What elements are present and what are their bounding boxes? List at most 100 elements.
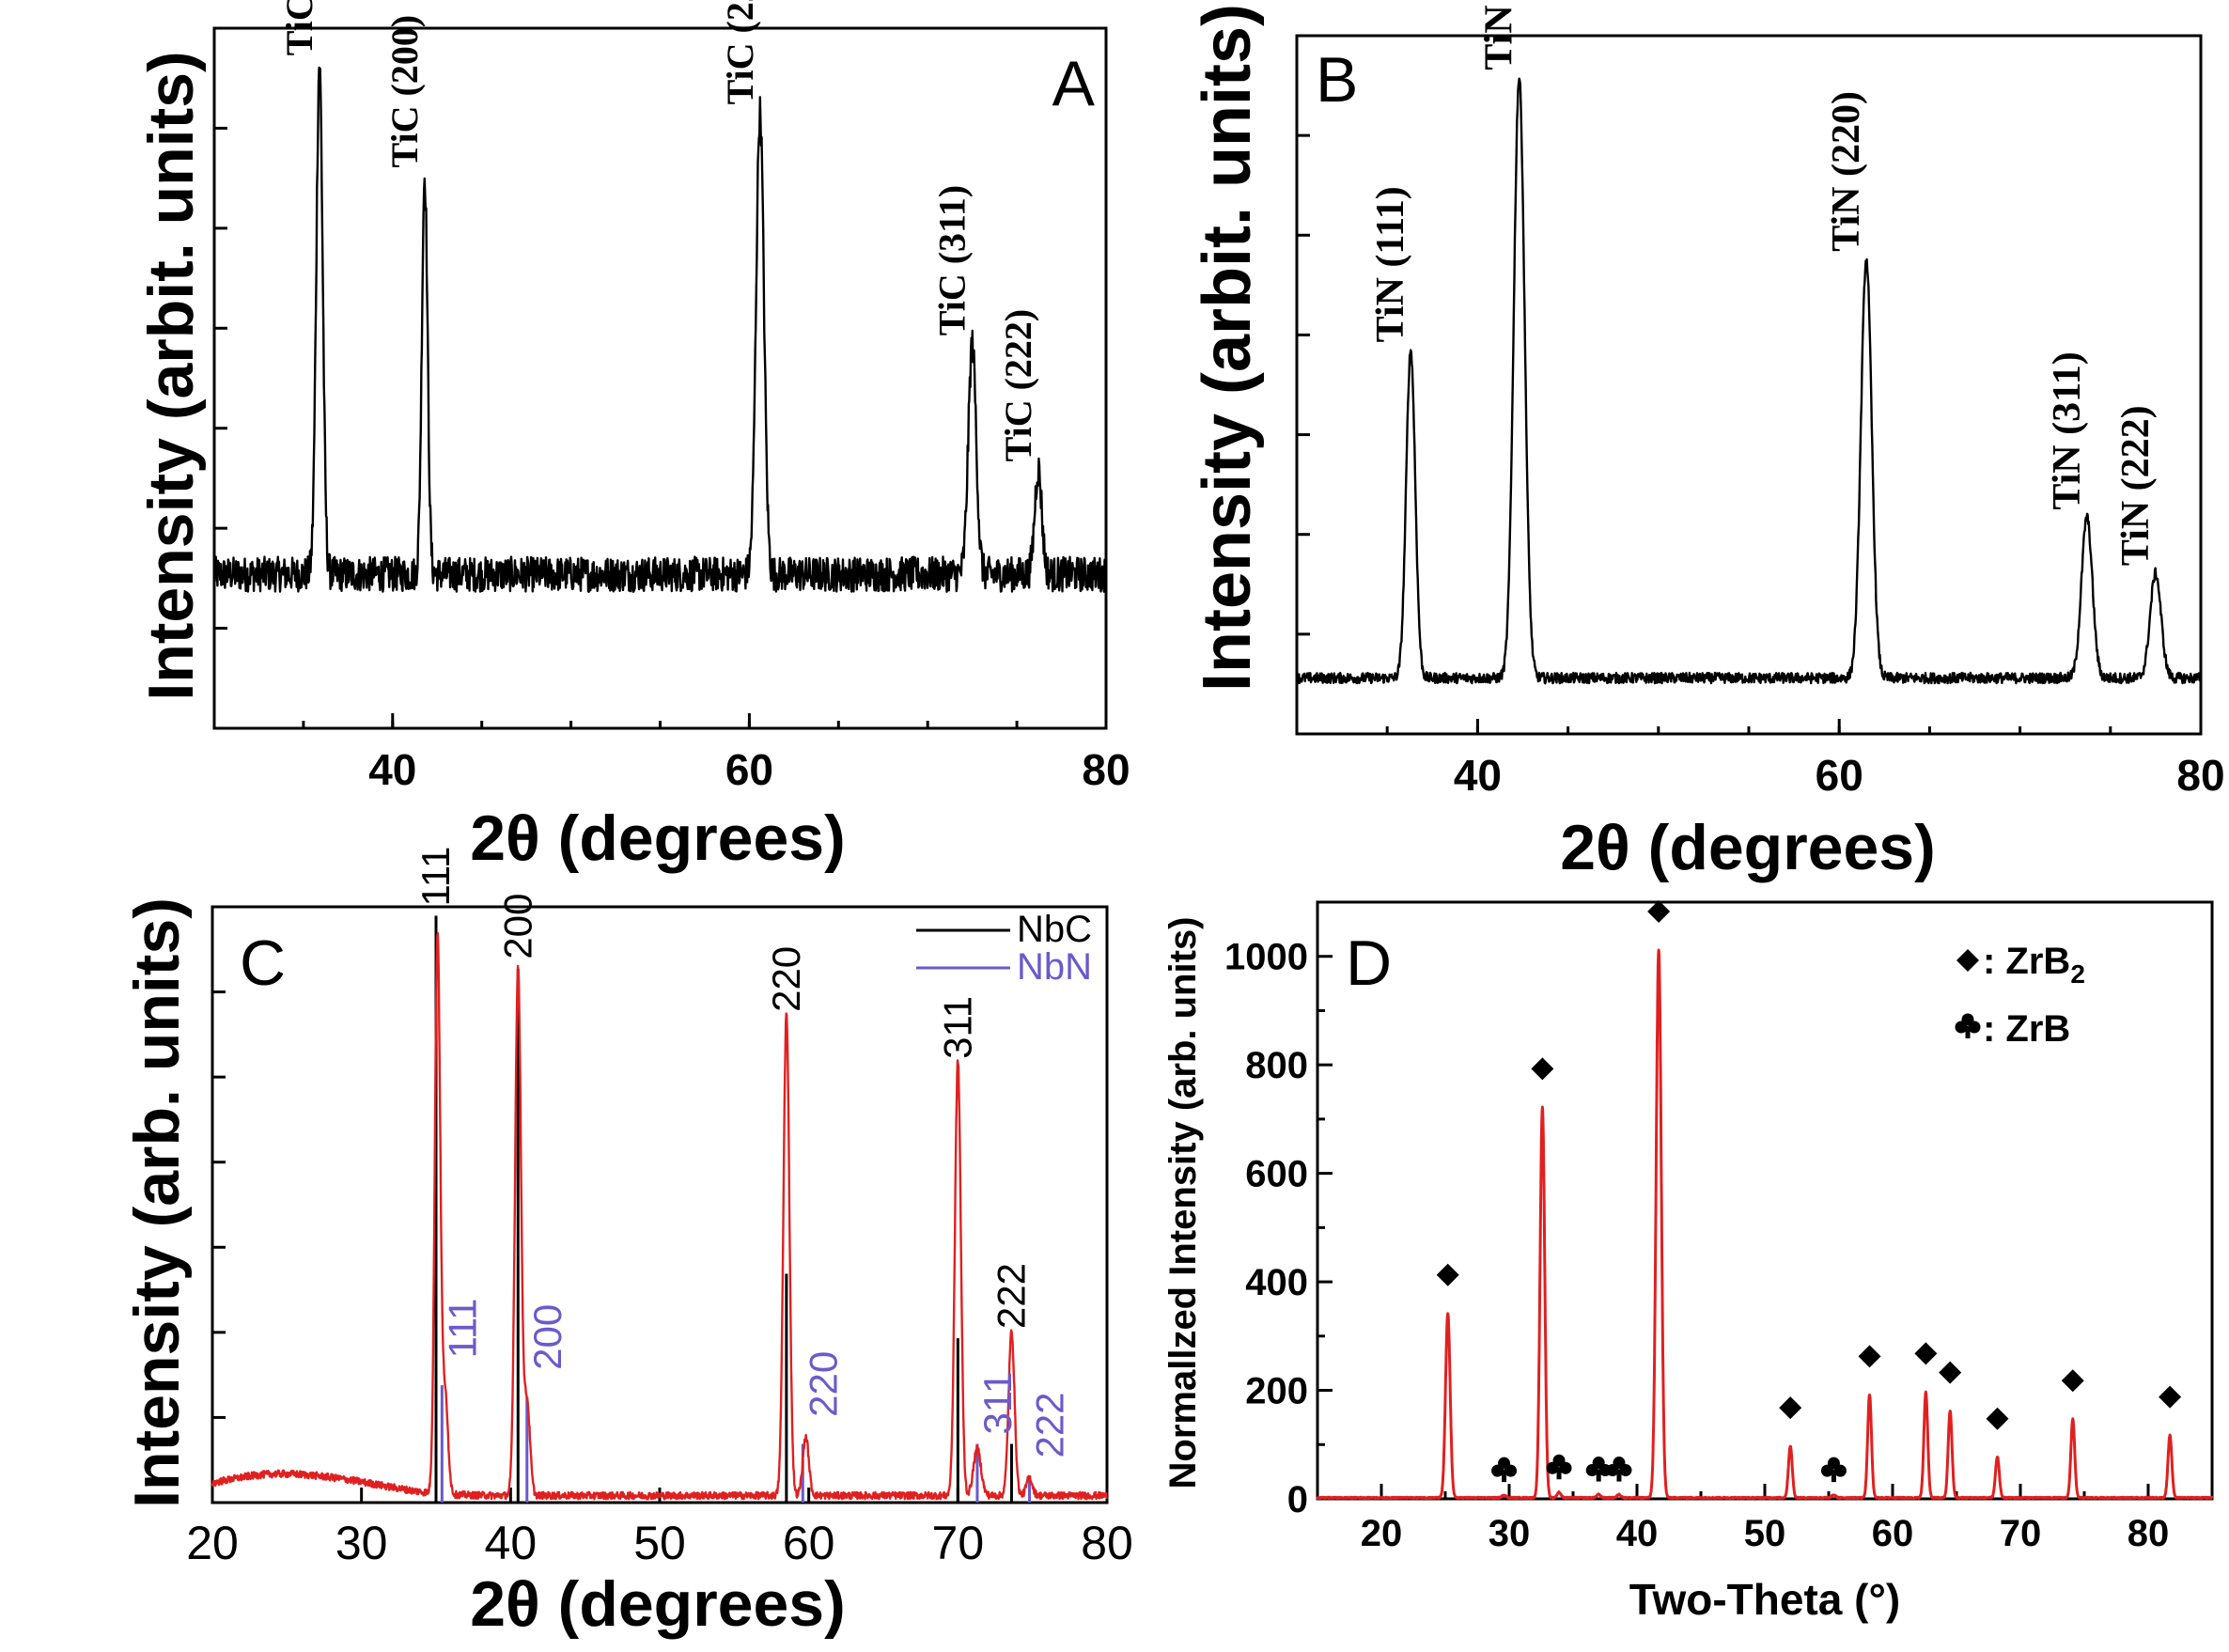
peak-label-nbn: 220 [801, 1351, 845, 1417]
peak-label: TiN (311) [2046, 351, 2089, 509]
club-marker [1585, 1457, 1612, 1482]
x-tick-label: 80 [2176, 751, 2224, 800]
diamond-marker [2159, 1385, 2182, 1409]
panel-a-x-tick-labels: 40 60 80 [368, 745, 1130, 794]
x-tick-label: 20 [186, 1517, 239, 1569]
panel-c-measured-trace [210, 932, 1108, 1501]
panel-a-y-axis-title: Intensity (arbit. units) [135, 51, 207, 700]
panel-d-phase-markers [1436, 899, 2182, 1483]
legend-label: NbC [1017, 909, 1092, 950]
diamond-marker [1436, 1263, 1459, 1286]
x-tick-label: 40 [1454, 751, 1502, 800]
x-tick-label: 40 [368, 745, 416, 794]
peak-label-nbn: 222 [1027, 1392, 1071, 1457]
x-tick-label: 70 [2000, 1513, 2042, 1554]
club-marker [1546, 1454, 1572, 1480]
diamond-marker [1779, 1396, 1802, 1420]
panel-d-series-trace [1316, 948, 2214, 1500]
panel-c-x-tick-labels: 20 30 40 50 60 70 80 [186, 1517, 1133, 1569]
peak-label-nbn: 200 [525, 1304, 569, 1370]
panel-b-x-tick-labels: 40 60 80 [1454, 751, 2225, 800]
panel-a-letter: A [1052, 48, 1096, 119]
panel-c-x-axis-title: 2θ (degrees) [470, 1568, 846, 1640]
y-tick-label: 400 [1245, 1262, 1308, 1303]
panel-b-series-trace [1295, 77, 2202, 685]
panel-b-letter: B [1316, 44, 1358, 116]
diamond-marker [1858, 1345, 1881, 1368]
panel-b-y-axis-title: Intensity (arbit. units) [1190, 4, 1265, 692]
diamond-marker [1914, 1342, 1938, 1365]
x-tick-label: 30 [335, 1517, 388, 1569]
panel-c-y-axis-title: Intensity (arb. units) [121, 897, 193, 1508]
x-tick-label: 80 [2128, 1513, 2170, 1554]
peak-label-nbc: 200 [495, 894, 539, 959]
panel-b-x-axis-title: 2θ (degrees) [1560, 812, 1936, 883]
panel-a-series-trace [212, 66, 1107, 593]
peak-label: TiC (220) [719, 0, 761, 104]
peak-label: TiC (311) [931, 185, 974, 335]
x-tick-label: 70 [932, 1517, 985, 1569]
x-tick-label: 60 [783, 1517, 835, 1569]
diamond-marker [1647, 899, 1671, 923]
panel-b: 40 60 80 TiN (111) TiN (200) TiN (220) TiN (3… [1190, 0, 2225, 883]
x-tick-label: 80 [1082, 745, 1130, 794]
legend-label: NbN [1017, 946, 1092, 988]
x-tick-label: 40 [485, 1517, 538, 1569]
peak-label: TiN (222) [2114, 405, 2158, 566]
club-marker [1820, 1457, 1847, 1483]
x-tick-label: 50 [1744, 1513, 1786, 1554]
peak-label-nbc: 222 [989, 1263, 1033, 1329]
panel-b-peak-labels: TiN (111) TiN (200) TiN (220) TiN (311) TiN … [1369, 0, 2158, 566]
x-tick-label: 50 [633, 1517, 686, 1569]
y-tick-label: 200 [1245, 1371, 1308, 1412]
y-tick-label: 800 [1245, 1045, 1308, 1086]
peak-label: TiC (200) [383, 15, 426, 168]
diamond-marker [1986, 1407, 2009, 1430]
legend-club-marker [1955, 1013, 1981, 1038]
x-tick-label: 60 [1816, 751, 1863, 800]
panel-d-x-axis-title: Two-Theta (°) [1629, 1575, 1900, 1624]
panel-d-letter: D [1346, 927, 1392, 999]
y-tick-label: 1000 [1224, 937, 1308, 978]
legend-diamond-marker [1956, 949, 1979, 972]
x-tick-label: 40 [1616, 1513, 1659, 1554]
panel-a-x-axis-title: 2θ (degrees) [470, 803, 846, 874]
panel-d-y-tick-labels: 0 200 400 600 800 1000 [1224, 937, 1308, 1520]
y-tick-label: 600 [1245, 1154, 1308, 1195]
legend-label: : ZrB [1983, 1008, 2070, 1050]
peak-label: TiN (220) [1825, 91, 1868, 252]
peak-label-nbc: 311 [935, 996, 979, 1059]
panel-d-legend: : ZrB2 : ZrB [1955, 941, 2085, 1050]
diamond-marker [1939, 1361, 1962, 1384]
peak-label-nbn: 311 [975, 1372, 1020, 1435]
x-tick-label: 30 [1489, 1513, 1531, 1554]
peak-label-nbn: 111 [440, 1299, 484, 1359]
diamond-marker [1531, 1057, 1554, 1081]
x-tick-label: 80 [1081, 1517, 1133, 1569]
peak-label: TiN (200) [1478, 0, 1521, 70]
panel-d-x-tick-labels: 20 30 40 50 60 70 80 [1361, 1513, 2170, 1554]
peak-label: TiC (111) [278, 0, 320, 55]
club-marker [1491, 1457, 1518, 1483]
panel-b-ticks [1295, 133, 2203, 734]
panel-d: 20 30 40 50 60 70 80 0 200 400 600 800 1000 : ZrB2:… [1162, 899, 2214, 1624]
legend-label: : ZrB2 [1983, 941, 2085, 989]
peak-label: TiN (111) [1369, 186, 1412, 342]
x-tick-label: 20 [1361, 1513, 1403, 1554]
panel-a-peak-labels: TiC (111) TiC (200) TiC (220) TiC (311) TiC … [278, 0, 1039, 461]
x-tick-label: 60 [725, 745, 773, 794]
club-marker [1606, 1457, 1632, 1482]
panel-c-letter: C [240, 927, 286, 999]
y-tick-label: 0 [1287, 1479, 1308, 1520]
diamond-marker [2061, 1369, 2084, 1393]
peak-label-nbc: 220 [764, 946, 808, 1012]
peak-label: TiC (222) [997, 309, 1039, 462]
panel-a: 40 60 80 TiC (111) TiC (200) TiC (220) TiC (3… [135, 0, 1130, 874]
panel-a-ticks [212, 126, 1108, 728]
panel-a-plot-frame [212, 26, 1108, 730]
panel-d-y-axis-title: Normallzed Intensity (arb. units) [1162, 917, 1204, 1489]
x-tick-label: 60 [1872, 1513, 1914, 1554]
